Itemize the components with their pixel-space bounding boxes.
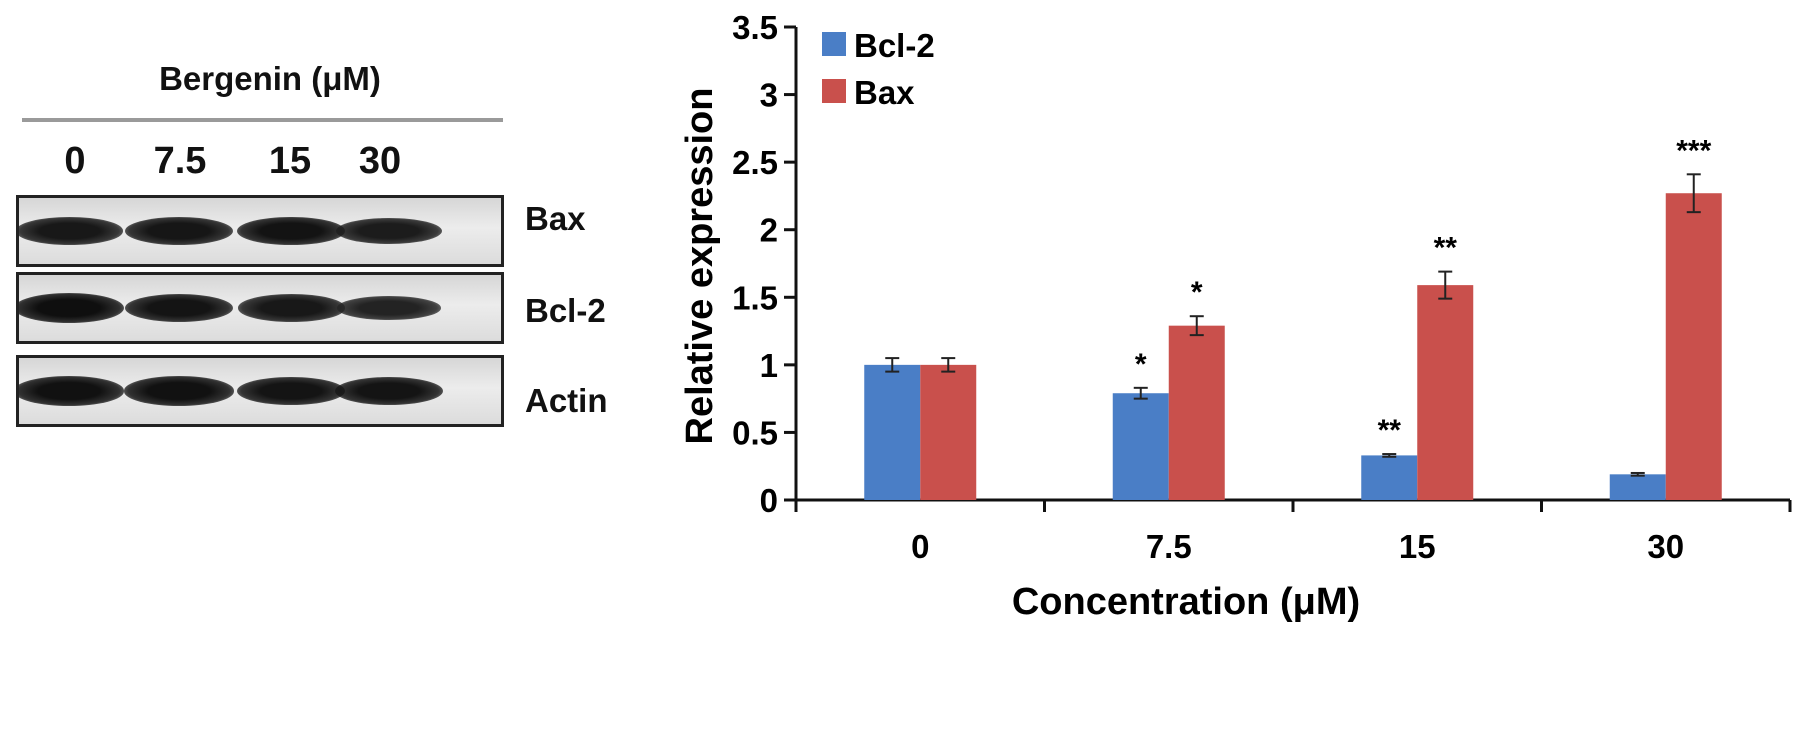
bar-bcl2 <box>864 364 921 500</box>
bar-bcl2 <box>1609 474 1666 500</box>
blot-row-label: Actin <box>525 382 608 419</box>
y-tick-label: 0.5 <box>732 414 778 451</box>
blot-band <box>236 216 346 246</box>
blot-row-label: Bax <box>525 200 586 237</box>
y-tick-label: 1 <box>760 347 778 384</box>
blot-title-rule <box>22 118 503 122</box>
significance-marker: ** <box>1378 414 1402 447</box>
blot-band <box>124 293 234 323</box>
significance-marker: ** <box>1434 232 1458 265</box>
legend-label-bax: Bax <box>854 74 915 111</box>
western-blot-panel: Bergenin (μM) 0 7.5 15 30 Bax Bcl-2 Acti… <box>0 0 640 728</box>
lane-label: 15 <box>268 140 312 182</box>
legend-label-bcl2: Bcl-2 <box>854 27 935 64</box>
blot-strip-bcl2 <box>16 272 504 344</box>
y-tick-label: 2.5 <box>732 144 778 181</box>
bar-chart-panel: Relative expression Concentration (μM) B… <box>650 0 1795 728</box>
y-tick-label: 0 <box>760 482 778 519</box>
blot-band <box>337 296 441 320</box>
lane-label: 30 <box>358 140 402 182</box>
blot-band <box>336 217 442 245</box>
bar-chart: Relative expression Concentration (μM) B… <box>679 9 1792 623</box>
legend-swatch-bcl2 <box>822 32 846 56</box>
y-tick-label: 3 <box>760 77 778 114</box>
bar-bax <box>1417 285 1474 500</box>
legend-swatch-bax <box>822 79 846 103</box>
blot-band <box>19 293 124 323</box>
legend: Bcl-2 Bax <box>822 27 935 111</box>
y-axis-label: Relative expression <box>679 88 721 445</box>
bar-bax <box>1168 325 1225 500</box>
y-tick-label: 1.5 <box>732 279 778 316</box>
blot-band <box>124 376 234 406</box>
significance-marker: * <box>1191 276 1203 309</box>
lane-label: 7.5 <box>153 140 207 182</box>
y-tick-label: 3.5 <box>732 9 778 46</box>
x-tick-label: 0 <box>911 528 929 565</box>
blot-strip-actin <box>16 355 504 427</box>
x-tick-label: 30 <box>1647 528 1684 565</box>
blot-band <box>236 376 346 406</box>
bar-bcl2 <box>1112 393 1169 500</box>
blot-band <box>125 217 233 245</box>
blot-band <box>19 217 123 245</box>
blot-band <box>237 294 345 322</box>
lane-label: 0 <box>64 140 86 182</box>
blot-band <box>19 376 124 406</box>
blot-title: Bergenin (μM) <box>159 60 381 97</box>
blot-row-label: Bcl-2 <box>525 292 606 329</box>
blot-strip-bax <box>16 195 504 267</box>
bar-bcl2 <box>1361 455 1418 500</box>
significance-marker: *** <box>1676 134 1711 167</box>
x-tick-label: 15 <box>1399 528 1436 565</box>
y-tick-label: 2 <box>760 212 778 249</box>
significance-marker: * <box>1135 348 1147 381</box>
x-axis-label: Concentration (μM) <box>1012 581 1360 623</box>
blot-band <box>334 376 444 406</box>
x-tick-label: 7.5 <box>1146 528 1192 565</box>
bar-bax <box>1665 193 1722 500</box>
bar-bax <box>920 364 977 500</box>
